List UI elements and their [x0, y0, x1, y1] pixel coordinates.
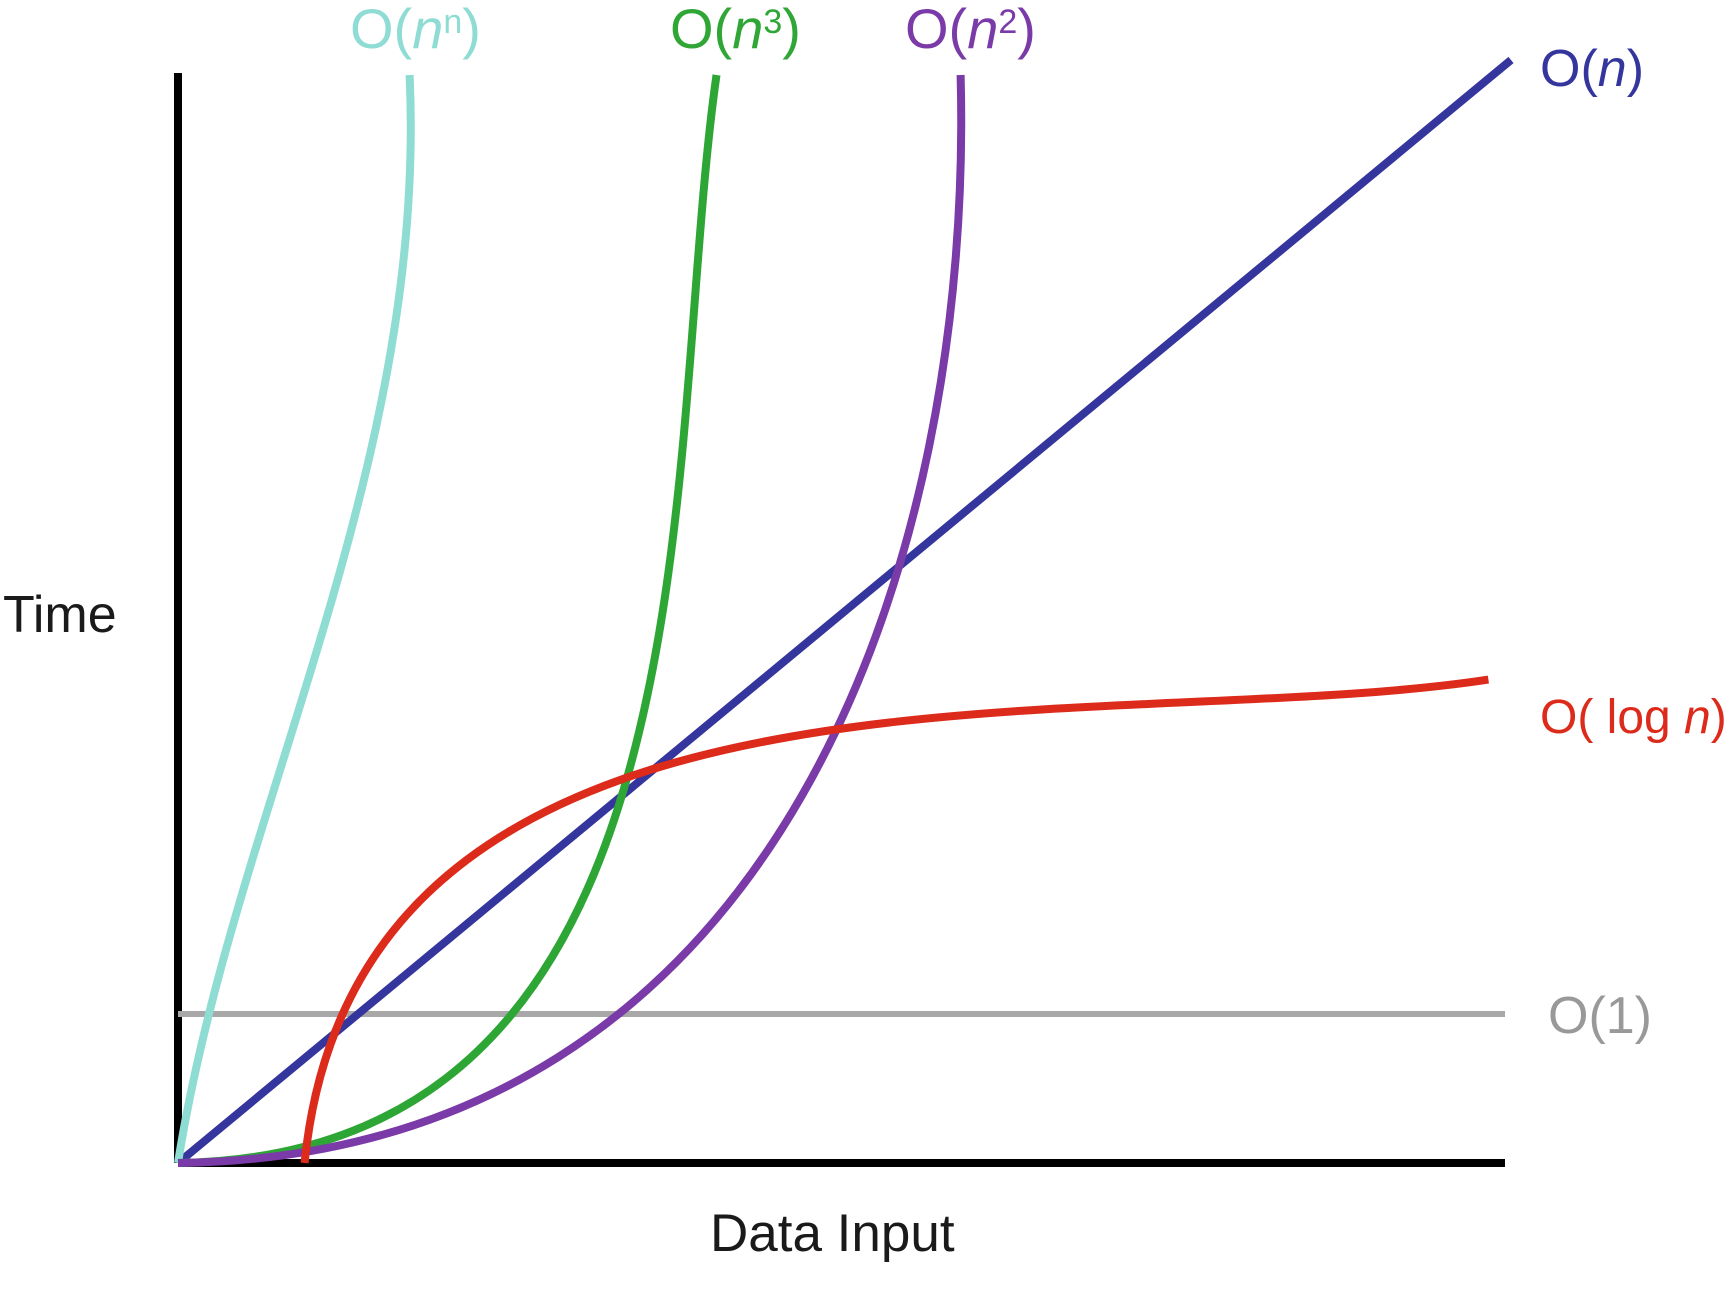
svg-text:Data Input: Data Input — [710, 1204, 955, 1263]
svg-text:O( log n): O( log n) — [1540, 691, 1725, 744]
svg-text:Time: Time — [3, 586, 117, 644]
svg-text:O(n3): O(n3) — [670, 0, 801, 60]
svg-text:O(1): O(1) — [1548, 987, 1652, 1045]
svg-text:O(n2): O(n2) — [905, 0, 1036, 60]
svg-text:O(nn): O(nn) — [350, 0, 481, 60]
svg-text:O(n): O(n) — [1540, 40, 1644, 98]
